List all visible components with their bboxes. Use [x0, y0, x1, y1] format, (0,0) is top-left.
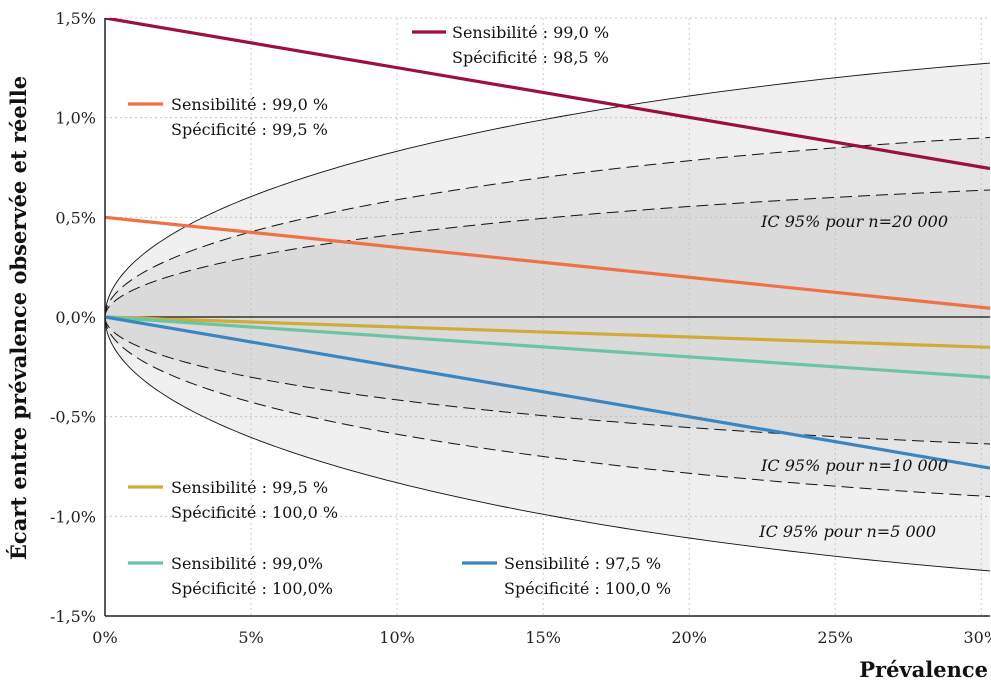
legend-label-4-2: Spécificité : 100,0%: [171, 579, 333, 598]
x-tick-label-30: 30%: [963, 628, 991, 647]
band-lower-line-n10000: [105, 316, 990, 498]
legend-label-1-2: Spécificité : 98,5 %: [452, 48, 609, 67]
y-tick-label-1-5: 1,5%: [55, 9, 96, 28]
legend-label-4-1: Sensibilité : 99,0%: [171, 554, 323, 573]
legend-entry-5: Sensibilité : 97,5 % Spécificité : 100,0 …: [462, 554, 671, 598]
legend-label-5-1: Sensibilité : 97,5 %: [504, 554, 661, 573]
x-tick-label-5: 5%: [238, 628, 263, 647]
y-tick-labels: 1,5% 1,0% 0,5% 0,0% -0,5% -1,0% -1,5%: [50, 9, 96, 626]
x-tick-label-20: 20%: [671, 628, 707, 647]
band-lower-line-n5000: [105, 316, 990, 572]
x-axis-title: Prévalence: [859, 657, 988, 682]
series-line-4: [105, 315, 990, 379]
series-line-1: [105, 18, 990, 171]
y-tick-label-1-5: -1,5%: [50, 607, 96, 626]
y-tick-label-0-0: 0,0%: [55, 308, 96, 327]
legend-label-1-1: Sensibilité : 99,0 %: [452, 23, 609, 42]
y-tick-label-0-5: -0,5%: [50, 408, 96, 427]
band-lower-line-n20000: [105, 316, 990, 445]
legend-entry-1: Sensibilité : 99,0 % Spécificité : 98,5 %: [412, 23, 609, 67]
y-tick-label-1-0: -1,0%: [50, 507, 96, 526]
y-tick-label-1-0: 1,0%: [55, 109, 96, 128]
legend-label-2-2: Spécificité : 99,5 %: [171, 120, 328, 139]
x-tick-label-15: 15%: [525, 628, 561, 647]
series-line-2: [105, 215, 990, 310]
x-tick-label-10: 10%: [379, 628, 415, 647]
legend-label-2-1: Sensibilité : 99,0 %: [171, 95, 328, 114]
legend-entry-2: Sensibilité : 99,0 % Spécificité : 99,5 %: [128, 95, 328, 139]
y-axis-title: Écart entre prévalence observée et réell…: [6, 76, 31, 560]
legend-label-3-2: Spécificité : 100,0 %: [171, 503, 338, 522]
legend-entry-3: Sensibilité : 99,5 % Spécificité : 100,0 …: [128, 478, 338, 522]
y-tick-label-0-5: 0,5%: [55, 208, 96, 227]
x-tick-label-25: 25%: [817, 628, 853, 647]
band-upper-line-n5000: [105, 62, 990, 318]
legend-entry-4: Sensibilité : 99,0% Spécificité : 100,0%: [128, 554, 333, 598]
confidence-band-labels: IC 95% pour n=5 000 IC 95% pour n=10 000 I…: [758, 212, 948, 541]
ci-label-n20000: IC 95% pour n=20 000: [760, 212, 948, 231]
band-upper-line-n10000: [105, 136, 990, 318]
legend-label-3-1: Sensibilité : 99,5 %: [171, 478, 328, 497]
legend: Sensibilité : 99,0 % Spécificité : 98,5 %…: [128, 23, 671, 598]
ci-label-n5000: IC 95% pour n=5 000: [758, 522, 936, 541]
series-line-3: [105, 315, 990, 349]
x-tick-labels: 0% 5% 10% 15% 20% 25% 30%: [92, 628, 991, 647]
band-upper-line-n20000: [105, 189, 990, 318]
confidence-band-lines: [105, 62, 990, 572]
x-tick-label-0: 0%: [92, 628, 117, 647]
ci-label-n10000: IC 95% pour n=10 000: [760, 456, 948, 475]
series-lines: [105, 18, 990, 470]
series-line-5: [105, 315, 990, 470]
legend-label-5-2: Spécificité : 100,0 %: [504, 579, 671, 598]
